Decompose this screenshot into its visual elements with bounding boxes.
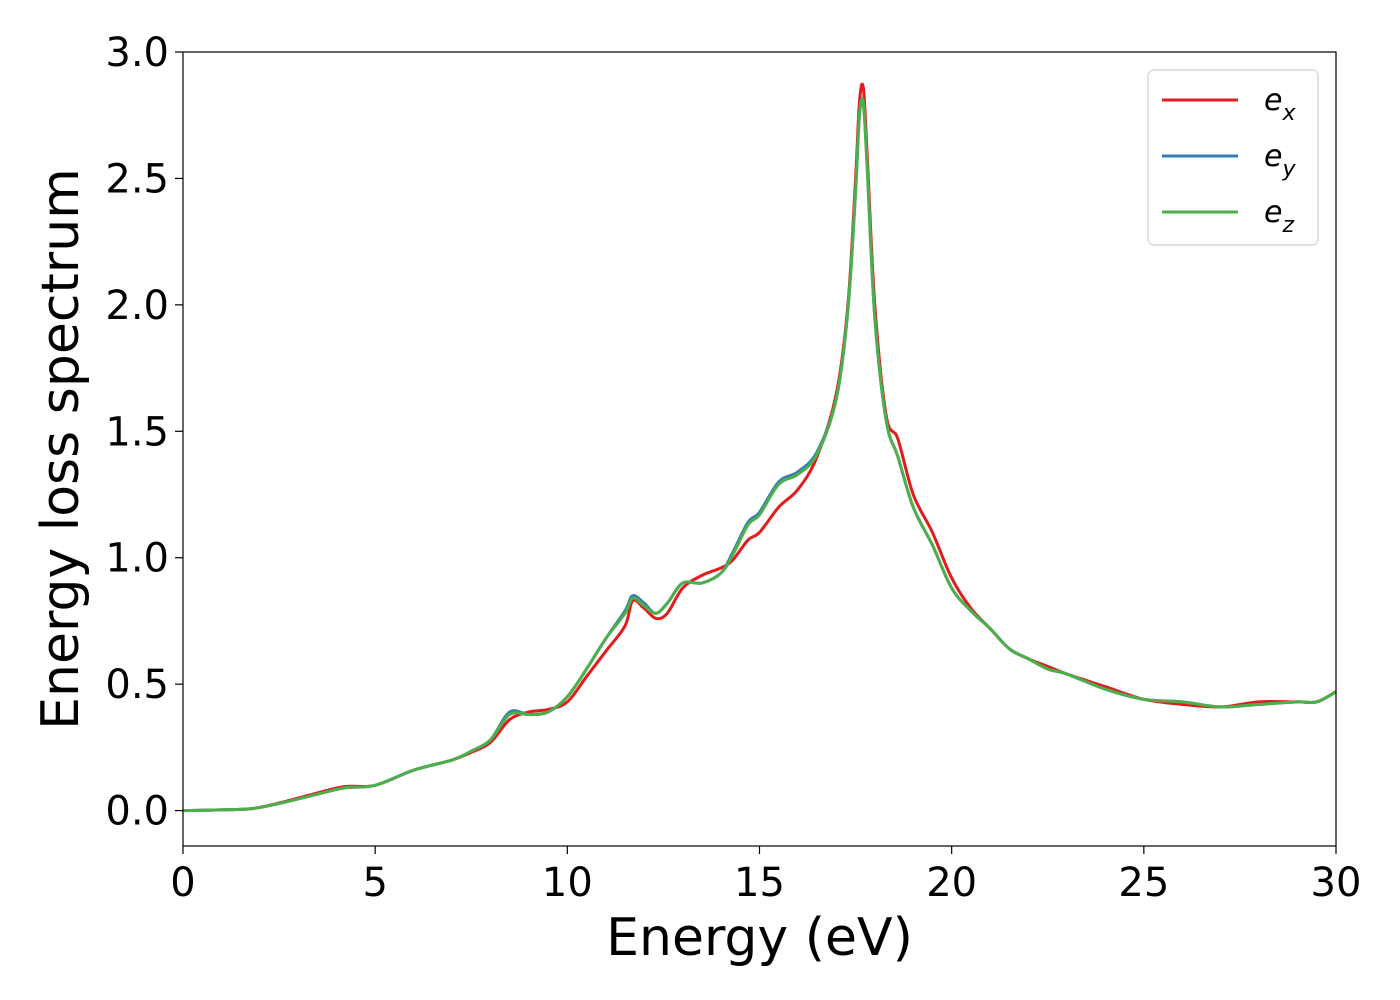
y-tick-label: 0.5: [105, 662, 169, 708]
legend-label-base: e: [1264, 195, 1282, 230]
x-tick-label: 30: [1311, 860, 1362, 906]
y-tick-label: 2.0: [105, 283, 169, 329]
legend-label-subscript: x: [1281, 101, 1296, 126]
x-axis-label: Energy (eV): [606, 908, 913, 968]
x-tick-label: 25: [1118, 860, 1169, 906]
y-tick-label: 3.0: [105, 30, 169, 76]
legend-entry-z: ez: [1264, 195, 1294, 238]
legend-entry-x: ex: [1264, 83, 1296, 126]
x-tick-label: 15: [734, 860, 785, 906]
y-axis: 0.0 0.5 1.0 1.5 2.0 2.5 3.0: [105, 30, 183, 835]
y-axis-label: Energy loss spectrum: [31, 168, 91, 730]
x-axis: 0 5 10 15 20 25 30: [170, 846, 1361, 906]
x-tick-label: 10: [542, 860, 593, 906]
legend-label-subscript: y: [1281, 157, 1296, 182]
series-line-e-z: [183, 97, 1336, 813]
y-tick-label: 2.5: [105, 156, 169, 202]
legend-label-base: e: [1264, 139, 1282, 174]
x-tick-label: 0: [170, 860, 195, 906]
y-tick-label: 1.0: [105, 536, 169, 582]
x-tick-label: 5: [362, 860, 387, 906]
legend-entry-y: ey: [1264, 139, 1296, 182]
y-tick-label: 0.0: [105, 789, 169, 835]
legend-label-base: e: [1264, 83, 1282, 118]
legend-label-subscript: z: [1281, 213, 1294, 238]
series-layer: [183, 82, 1336, 813]
y-tick-label: 1.5: [105, 409, 169, 455]
x-tick-label: 20: [926, 860, 977, 906]
